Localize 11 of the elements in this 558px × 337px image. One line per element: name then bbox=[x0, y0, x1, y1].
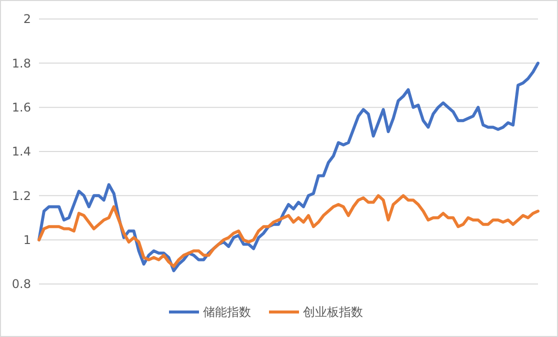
legend-label: 储能指数 bbox=[203, 305, 251, 320]
legend-label: 创业板指数 bbox=[303, 305, 363, 320]
line-series bbox=[38, 194, 540, 268]
y-tick-label: 1.8 bbox=[12, 56, 31, 70]
y-tick-label: 2 bbox=[23, 12, 31, 26]
line-series bbox=[38, 62, 540, 272]
y-tick-label: 1.2 bbox=[12, 188, 31, 203]
y-tick-label: 1 bbox=[23, 233, 31, 248]
y-tick-label: 1.6 bbox=[12, 100, 31, 115]
y-tick-label: 0.8 bbox=[12, 277, 31, 292]
y-tick-label: 1.4 bbox=[12, 144, 31, 159]
